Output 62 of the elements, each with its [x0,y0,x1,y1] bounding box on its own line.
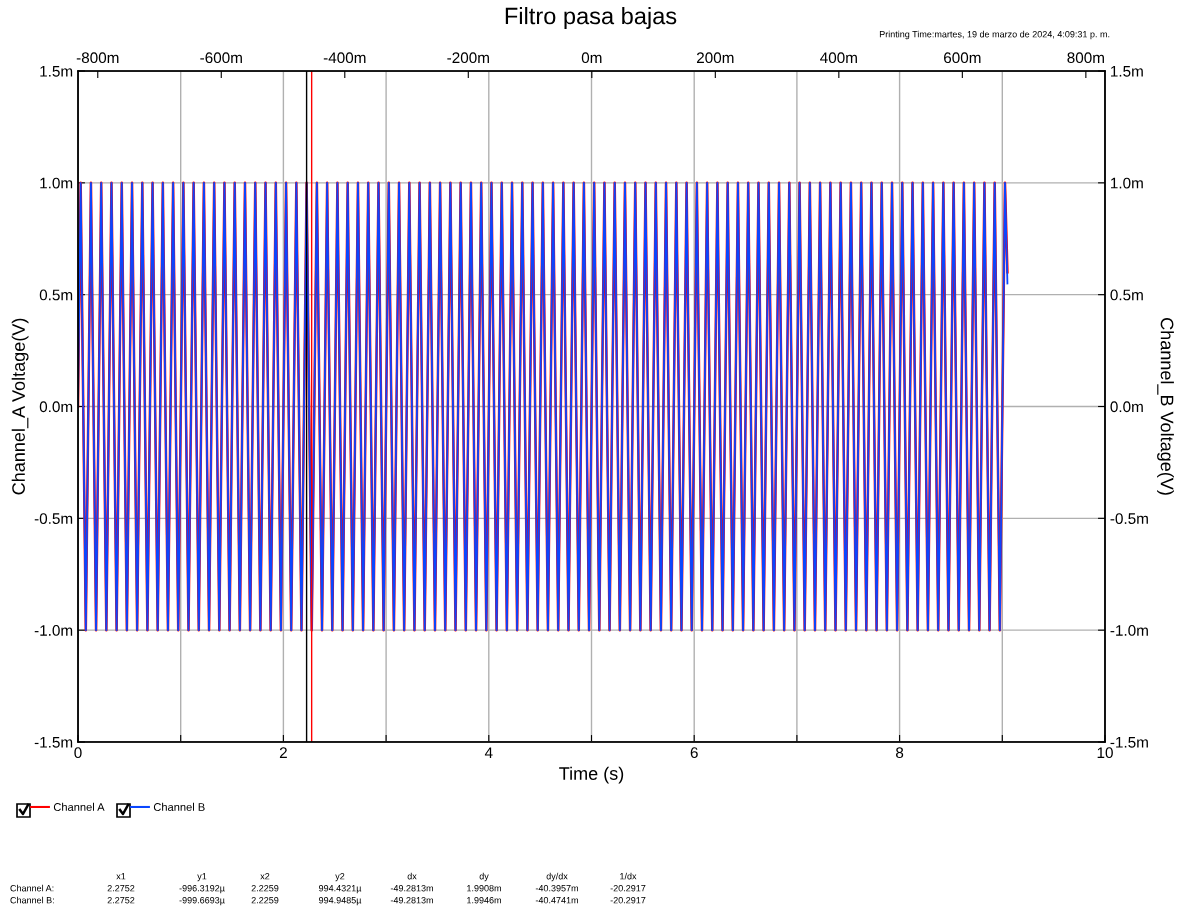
x-tick-label: 0 [74,747,82,759]
legend-label: Channel B [153,802,205,811]
text: x2 [260,873,270,880]
x2-tick-label: -800m [76,52,119,64]
y2-tick-label: 0.5m [1110,289,1143,301]
y-tick-label: -1.0m [34,625,73,636]
text: 2.2752 [107,897,135,904]
text: -20.2917 [610,897,646,904]
text: -49.2813m [390,885,433,892]
y2-tick-label: -0.5m [1110,513,1148,525]
y-tick-label: -1.5m [34,737,73,748]
y2-tick-label: -1.5m [1110,737,1148,748]
x-tick-label: 2 [279,747,287,758]
text: Channel A: [10,884,54,892]
x2-tick-label: -400m [323,52,366,64]
legend-label: Channel A [53,802,105,811]
text: -49.2813m [390,897,433,904]
text: y1 [197,873,207,882]
y-tick-label: 0.5m [39,289,73,301]
y2-tick-label: 0.0m [1110,401,1143,413]
y-tick-label: 1.0m [40,177,73,189]
x2-tick-label: 0m [581,52,602,64]
text: -40.4741m [535,897,578,904]
text: 994.4321µ [319,885,362,894]
x2-tick-label: 200m [696,52,734,64]
y-tick-label: 1.5m [40,66,73,77]
text: -20.2917 [610,885,646,892]
text: 994.9485µ [319,897,362,906]
x2-tick-label: -200m [447,52,489,64]
x2-tick-label: 400m [820,52,857,64]
text: 2.2259 [251,885,279,892]
text: 2.2752 [107,885,135,892]
x-axis-title: Time (s) [559,766,624,784]
y2-tick-label: 1.0m [1111,177,1143,189]
text: 2.2259 [251,897,279,904]
text: -40.3957m [535,885,578,892]
text: dy [479,872,489,882]
text: Printing Time:martes, 19 de marzo de 2024, 4:09:31 p. m. [879,30,1110,40]
y2-tick-label: 1.5m [1111,66,1143,77]
x-tick-label: 6 [690,747,698,759]
text: 1.9946m [467,897,501,904]
x-tick-label: 8 [896,747,904,759]
x2-tick-label: 600m [944,52,981,64]
text: -999.6693µ [179,897,225,906]
y2-axis-title: Channel_B Voltage(V) [1157,318,1174,495]
x-tick-label: 10 [1097,747,1113,759]
text: Channel B: [10,896,54,904]
text: 1/dx [620,872,637,880]
text: dy/dx [546,872,568,882]
y-tick-label: 0.0m [39,401,73,413]
text: dx [407,872,417,880]
y2-tick-label: -1.0m [1110,625,1148,636]
text: 1.9908m [467,885,501,892]
text: x1 [116,873,126,880]
chart-title: Filtro pasa bajas [505,7,677,30]
y-axis-title: Channel_A Voltage(V) [11,318,29,495]
text: -996.3192µ [179,885,225,894]
x-tick-label: 4 [484,747,493,758]
text: y2 [335,873,345,882]
x2-tick-label: -600m [200,52,242,64]
x2-tick-label: 800m [1067,52,1104,64]
y-tick-label: -0.5m [34,513,73,525]
